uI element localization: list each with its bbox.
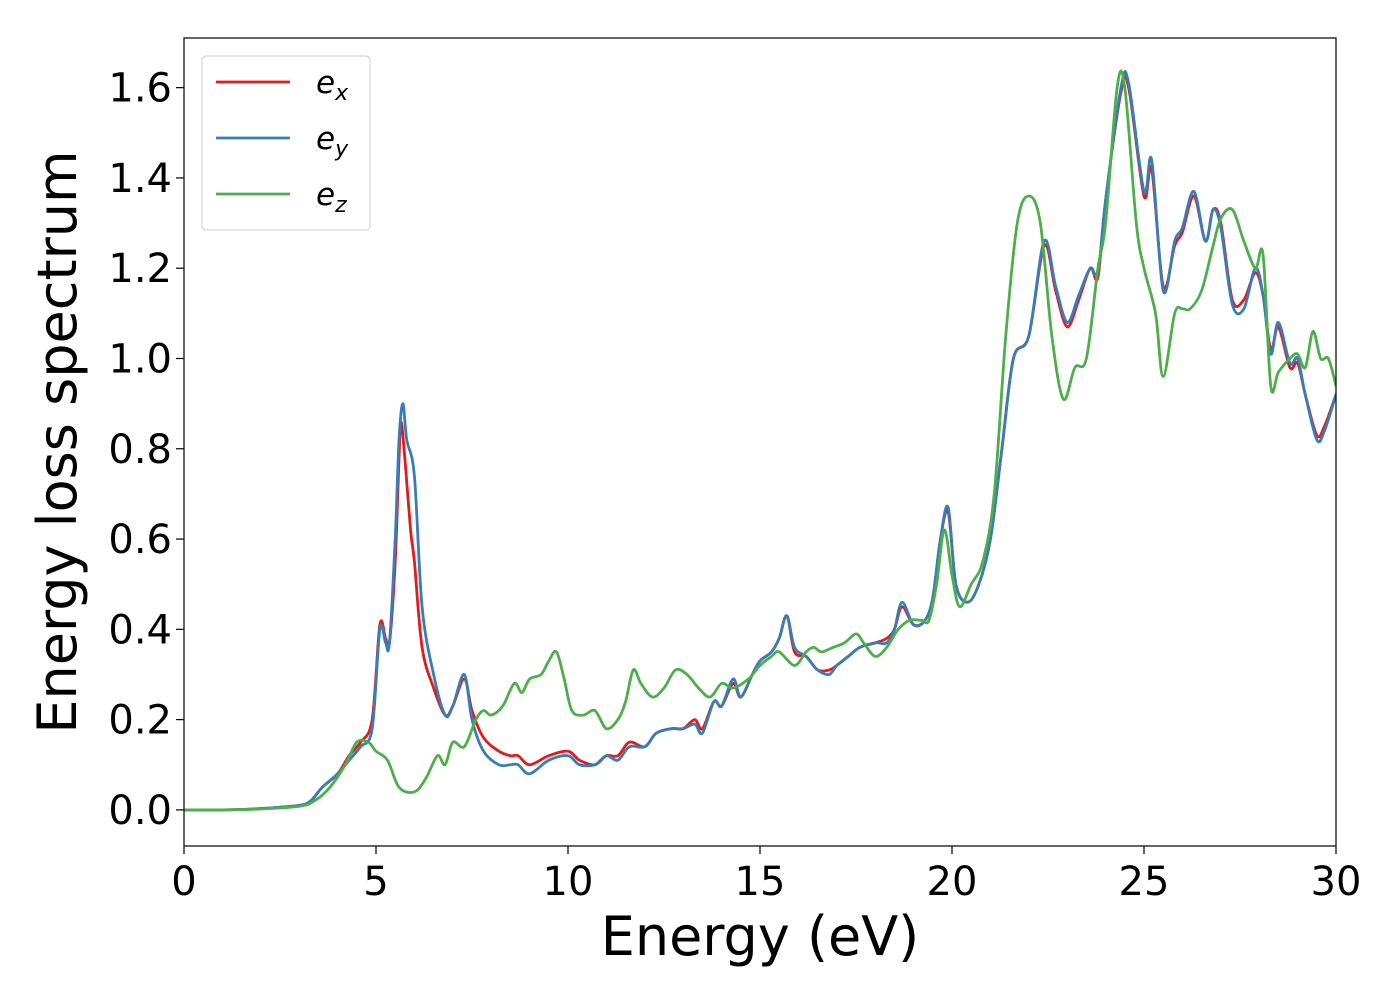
legend: ex ey ez — [201, 55, 371, 231]
series-line-e-y — [184, 70, 1336, 812]
x-axis-ticks: 0 5 10 15 20 25 30 — [171, 846, 1361, 905]
legend-box — [201, 55, 371, 231]
y-tick-label: 0.4 — [108, 607, 172, 653]
series-layer — [184, 69, 1336, 812]
y-tick-label: 0.8 — [108, 427, 172, 473]
x-tick-label: 30 — [1311, 859, 1362, 905]
y-tick-label: 0.0 — [108, 788, 172, 834]
series-line-e-z — [184, 69, 1336, 812]
legend-label-e-x: ex — [316, 65, 349, 106]
x-tick-label: 15 — [735, 859, 786, 905]
x-tick-label: 25 — [1119, 859, 1170, 905]
y-tick-label: 1.6 — [108, 66, 172, 112]
y-tick-label: 0.6 — [108, 517, 172, 563]
y-axis-label: Energy loss spectrum — [26, 150, 89, 733]
y-tick-label: 1.4 — [108, 156, 172, 202]
y-tick-label: 1.0 — [108, 336, 172, 382]
x-tick-label: 20 — [927, 859, 978, 905]
y-tick-label: 1.2 — [108, 246, 172, 292]
legend-label-e-y: ey — [316, 121, 349, 162]
x-tick-label: 5 — [363, 859, 388, 905]
x-axis-label: Energy (eV) — [601, 905, 920, 968]
y-tick-label: 0.2 — [108, 698, 172, 744]
x-tick-label: 10 — [543, 859, 594, 905]
x-tick-label: 0 — [171, 859, 196, 905]
y-axis-ticks: 0.0 0.2 0.4 0.6 0.8 1.0 1.2 1.4 1.6 — [108, 66, 184, 834]
legend-label-e-z: ez — [316, 177, 347, 218]
